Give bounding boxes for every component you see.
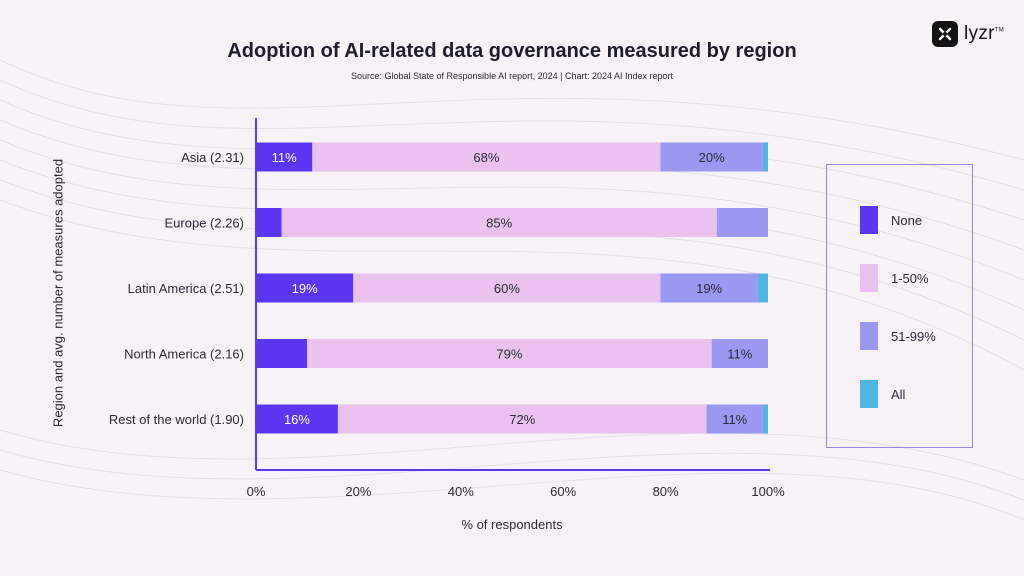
lyzr-logo: lyzrTM — [932, 21, 1004, 47]
y-tick-label-europe-2-26: Europe (2.26) — [165, 216, 245, 231]
data-label-latin-america-2-51-1-50: 60% — [494, 281, 520, 296]
legend-swatch-51-99 — [860, 322, 878, 350]
legend-item-1-50: 1-50% — [860, 264, 929, 292]
bar-north-america-2-16-51-99 — [711, 339, 768, 368]
legend: None 1-50% 51-99% All — [826, 164, 973, 448]
y-tick-label-north-america-2-16: North America (2.16) — [124, 347, 244, 362]
logo-text: lyzrTM — [964, 23, 1005, 44]
y-tick-label-rest-of-the-world-1-90: Rest of the world (1.90) — [109, 412, 244, 427]
bar-asia-2-31-51-99 — [660, 142, 763, 172]
data-label-asia-2-31-1-50: 68% — [473, 150, 499, 165]
bar-rest-of-the-world-1-90-none — [256, 404, 338, 434]
data-label-north-america-2-16-51-99: 11% — [727, 347, 752, 362]
y-tick-label-latin-america-2-51: Latin America (2.51) — [128, 281, 244, 296]
x-tick-label-100: 100% — [751, 484, 785, 499]
legend-item-all: All — [860, 380, 905, 408]
legend-item-none: None — [860, 206, 922, 234]
data-label-rest-of-the-world-1-90-1-50: 72% — [509, 412, 535, 427]
bar-asia-2-31-1-50 — [312, 142, 661, 172]
bar-europe-2-26-none — [256, 208, 282, 237]
x-tick-label-0: 0% — [247, 484, 266, 499]
data-label-north-america-2-16-1-50: 79% — [496, 347, 522, 362]
legend-item-51-99: 51-99% — [860, 322, 936, 350]
data-label-asia-2-31-51-99: 20% — [699, 150, 725, 165]
bar-rest-of-the-world-1-90-51-99 — [706, 404, 763, 434]
legend-label-none: None — [891, 212, 923, 228]
bar-north-america-2-16-none — [256, 339, 308, 368]
bar-north-america-2-16-1-50 — [307, 339, 712, 368]
bar-asia-2-31-all — [762, 142, 768, 172]
x-tick-label-80: 80% — [653, 484, 679, 499]
data-label-latin-america-2-51-51-99: 19% — [696, 281, 722, 296]
legend-swatch-all — [860, 380, 878, 408]
bar-latin-america-2-51-1-50 — [353, 273, 661, 303]
bar-europe-2-26-51-99 — [716, 208, 768, 237]
bar-asia-2-31-none — [256, 142, 313, 172]
x-axis-title: % of respondents — [461, 517, 563, 532]
legend-swatch-none — [860, 206, 878, 234]
bar-latin-america-2-51-all — [757, 273, 768, 303]
legend-label-all: All — [891, 386, 906, 402]
x-tick-label-20: 20% — [345, 484, 371, 499]
chart-title: Adoption of AI-related data governance m… — [227, 40, 797, 62]
legend-label-1-50: 1-50% — [891, 270, 929, 286]
chart-subtitle: Source: Global State of Responsible AI r… — [350, 71, 674, 81]
bar-rest-of-the-world-1-90-all — [762, 404, 768, 434]
x-tick-label-40: 40% — [448, 484, 474, 499]
bar-europe-2-26-1-50 — [281, 208, 717, 237]
legend-label-51-99: 51-99% — [891, 328, 936, 344]
bar-latin-america-2-51-none — [256, 273, 354, 303]
bar-rest-of-the-world-1-90-1-50 — [337, 404, 707, 434]
lyzr-logo-icon — [932, 21, 958, 47]
bar-latin-america-2-51-51-99 — [660, 273, 758, 303]
y-tick-label-asia-2-31: Asia (2.31) — [181, 150, 244, 165]
data-label-europe-2-26-1-50: 85% — [486, 216, 512, 231]
data-label-latin-america-2-51-none: 19% — [292, 281, 318, 296]
data-label-rest-of-the-world-1-90-none: 16% — [284, 412, 310, 427]
data-label-rest-of-the-world-1-90-51-99: 11% — [722, 412, 747, 427]
data-label-asia-2-31-none: 11% — [272, 150, 297, 165]
legend-swatch-1-50 — [860, 264, 878, 292]
x-tick-label-60: 60% — [550, 484, 576, 499]
